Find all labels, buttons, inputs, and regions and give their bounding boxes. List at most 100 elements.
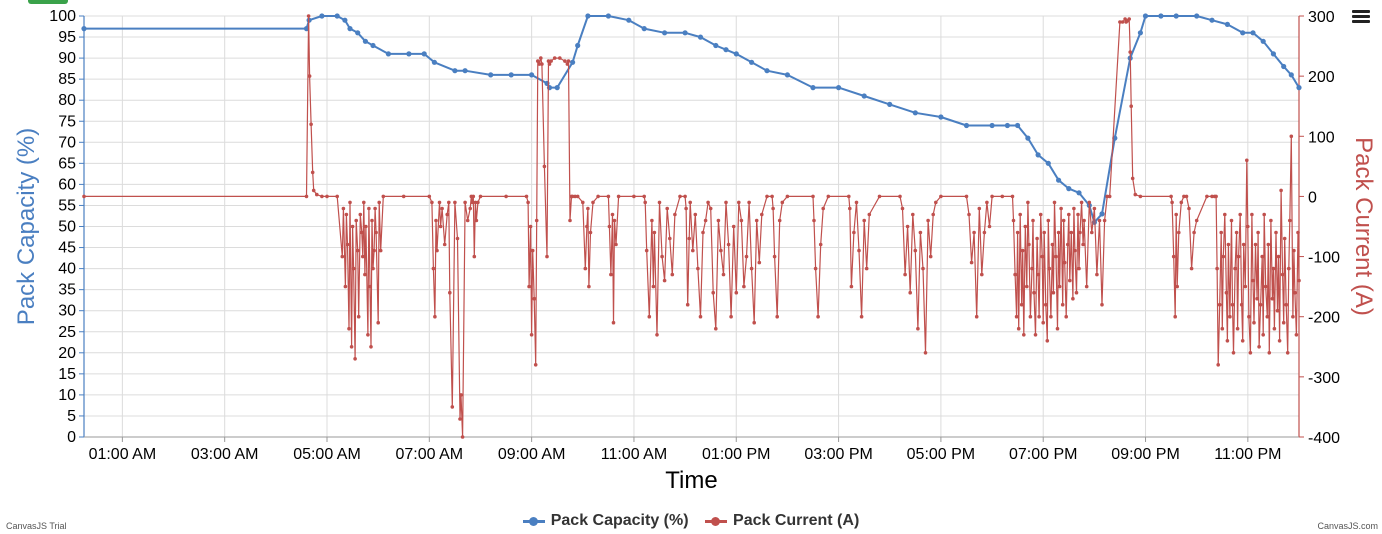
data-point-current <box>453 200 457 205</box>
data-point-current <box>360 230 364 235</box>
data-point-current <box>770 194 774 199</box>
x-tick-label: 01:00 PM <box>702 446 770 463</box>
series-layer <box>81 13 1302 439</box>
data-point-current <box>363 272 367 277</box>
data-point-current <box>1027 242 1031 247</box>
data-point-capacity <box>508 72 514 78</box>
y-left-tick-label: 95 <box>58 29 76 46</box>
data-point-current <box>931 212 935 217</box>
data-point-capacity <box>342 17 348 23</box>
data-point-current <box>431 266 436 271</box>
data-point-current <box>435 248 439 253</box>
data-point-current <box>1033 333 1038 337</box>
data-point-current <box>1082 218 1086 223</box>
data-point-current <box>614 242 618 247</box>
data-point-current <box>982 230 987 235</box>
data-point-current <box>1245 158 1249 163</box>
data-point-current <box>1267 351 1272 355</box>
data-point-current <box>1097 218 1102 223</box>
data-point-current <box>1292 248 1296 253</box>
data-point-current <box>1014 314 1019 319</box>
hamburger-menu-icon[interactable] <box>1352 8 1370 24</box>
data-point-current <box>450 405 455 409</box>
data-point-capacity <box>570 59 576 65</box>
data-point-current <box>1045 339 1050 343</box>
data-point-capacity <box>319 13 325 19</box>
data-point-capacity <box>370 42 376 49</box>
data-point-current <box>343 284 348 289</box>
data-point-capacity <box>1260 38 1266 44</box>
credit-left[interactable]: CanvasJS Trial <box>6 521 67 531</box>
data-point-current <box>1174 212 1178 217</box>
x-tick-label: 03:00 AM <box>191 446 259 463</box>
data-point-current <box>1169 194 1173 199</box>
series-line-capacity <box>84 15 1300 224</box>
data-point-current <box>708 206 713 211</box>
data-point-current <box>533 363 538 367</box>
data-point-current <box>524 194 529 199</box>
data-point-current <box>1179 200 1184 205</box>
data-point-current <box>1010 194 1015 199</box>
data-point-current <box>341 206 346 211</box>
data-point-current <box>913 248 918 253</box>
data-point-current <box>1026 200 1030 205</box>
data-point-current <box>1175 284 1179 289</box>
data-point-capacity <box>1224 21 1230 27</box>
data-point-current <box>1187 206 1191 211</box>
data-point-current <box>1294 333 1299 337</box>
y-left-tick-label: 30 <box>58 303 76 320</box>
data-point-current <box>585 224 589 229</box>
y-left-tick-label: 10 <box>58 387 76 404</box>
data-point-current <box>373 206 377 211</box>
data-point-capacity <box>1142 13 1149 19</box>
data-point-current <box>747 200 751 205</box>
data-point-current <box>527 284 531 289</box>
data-point-current <box>304 194 309 199</box>
data-point-current <box>1084 284 1089 289</box>
credit-right[interactable]: CanvasJS.com <box>1317 521 1378 531</box>
data-point-current <box>1030 266 1034 271</box>
data-point-current <box>1239 302 1244 307</box>
legend-item-capacity[interactable]: Pack Capacity (%) <box>522 512 689 530</box>
data-point-capacity <box>723 47 729 53</box>
y-right-tick-label: 100 <box>1308 129 1335 146</box>
legend-item-current[interactable]: Pack Current (A) <box>705 512 859 530</box>
data-point-current <box>1261 333 1265 337</box>
data-point-current <box>448 290 452 295</box>
data-point-current <box>581 200 585 205</box>
data-point-current <box>1023 224 1028 229</box>
data-point-current <box>1266 242 1271 247</box>
data-point-current <box>754 218 759 223</box>
data-point-current <box>586 206 590 211</box>
data-point-capacity <box>347 26 353 32</box>
data-point-current <box>1000 194 1005 199</box>
data-point-capacity <box>1035 152 1041 158</box>
data-point-current <box>1271 266 1276 271</box>
data-point-capacity <box>334 13 340 19</box>
data-point-current <box>811 194 815 199</box>
data-point-current <box>687 236 691 241</box>
data-point-capacity <box>303 26 310 32</box>
data-point-current <box>353 357 357 361</box>
y-right-tick-label: 0 <box>1308 189 1317 206</box>
data-point-current <box>643 200 647 205</box>
data-point-current <box>877 194 882 199</box>
data-point-current <box>401 194 406 199</box>
data-point-current <box>306 14 311 18</box>
data-point-current <box>1037 314 1041 319</box>
data-point-current <box>918 230 923 235</box>
data-point-current <box>821 206 825 211</box>
data-point-current <box>744 254 749 259</box>
data-point-current <box>1076 212 1080 217</box>
y-left-tick-label: 20 <box>58 345 76 362</box>
data-point-current <box>1095 272 1099 277</box>
data-point-current <box>348 200 352 205</box>
data-point-current <box>1171 254 1176 259</box>
y-left-tick-label: 0 <box>67 429 76 446</box>
data-point-current <box>362 200 366 205</box>
data-point-current <box>849 284 854 289</box>
data-point-current <box>1056 230 1061 235</box>
data-point-current <box>1274 230 1278 235</box>
data-point-current <box>325 194 329 199</box>
data-point-current <box>468 206 473 211</box>
